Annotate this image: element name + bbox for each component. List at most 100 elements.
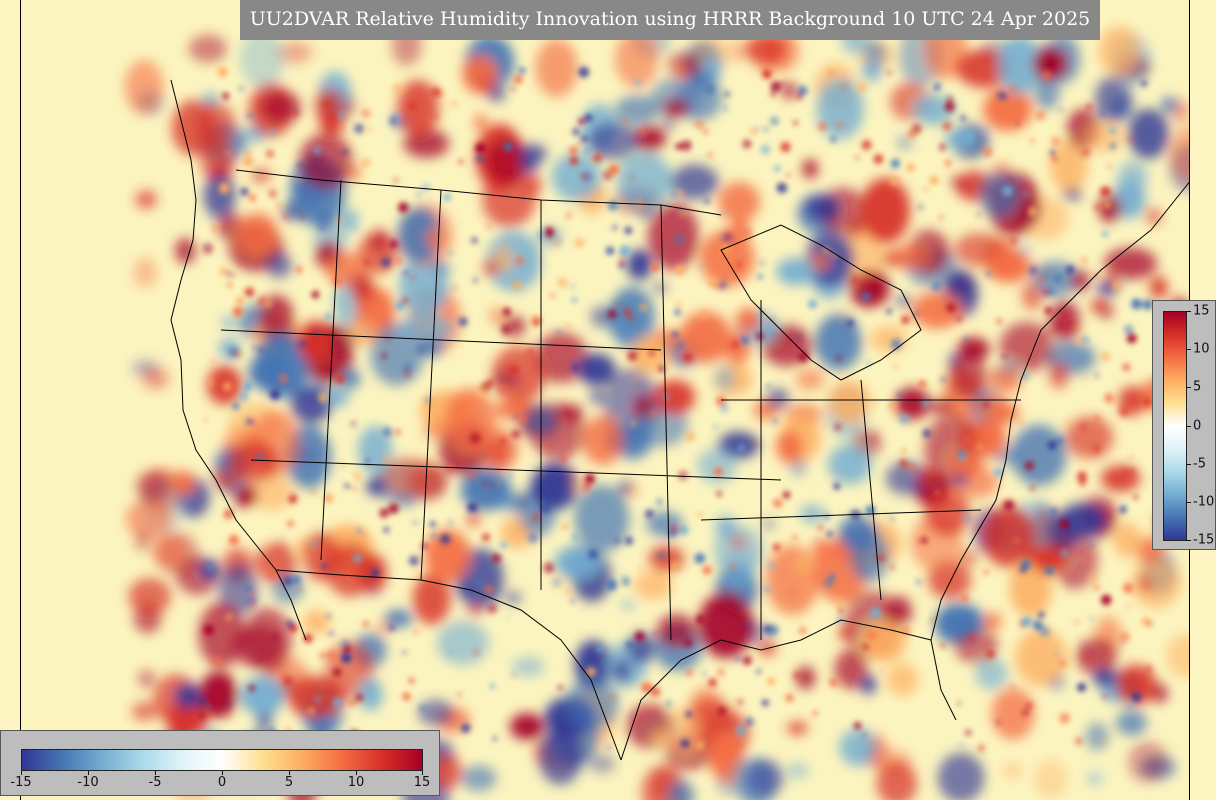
humidity-blob <box>233 484 258 507</box>
humidity-speck <box>486 378 495 387</box>
humidity-speck <box>641 682 652 693</box>
humidity-blob <box>1070 269 1090 292</box>
humidity-speck <box>1126 333 1137 344</box>
humidity-blob <box>266 252 292 279</box>
humidity-speck <box>448 520 453 525</box>
humidity-blob <box>239 29 285 89</box>
humidity-speck <box>1076 471 1088 482</box>
humidity-speck <box>1099 109 1107 117</box>
great-lakes-outline <box>720 224 922 381</box>
humidity-speck <box>282 214 288 220</box>
humidity-speck <box>890 516 895 521</box>
humidity-speck <box>1112 281 1122 292</box>
humidity-speck <box>360 108 371 119</box>
humidity-blob <box>240 676 285 716</box>
humidity-speck <box>964 338 968 343</box>
humidity-blob <box>1032 47 1068 80</box>
humidity-blob <box>1113 522 1142 559</box>
humidity-speck <box>989 630 993 634</box>
humidity-blob <box>860 178 910 244</box>
humidity-speck <box>950 490 960 501</box>
humidity-speck <box>650 262 660 272</box>
humidity-speck <box>246 418 253 425</box>
humidity-speck <box>772 543 781 551</box>
humidity-speck <box>485 485 490 490</box>
humidity-speck <box>1019 420 1024 424</box>
humidity-speck <box>704 84 715 95</box>
humidity-speck <box>1126 701 1135 711</box>
humidity-speck <box>615 302 620 306</box>
humidity-blob <box>384 609 413 628</box>
humidity-speck <box>780 141 791 153</box>
humidity-speck <box>592 152 603 163</box>
humidity-speck <box>269 129 277 137</box>
humidity-blob <box>958 337 990 361</box>
humidity-speck <box>531 512 541 522</box>
humidity-blob <box>203 174 236 219</box>
humidity-speck <box>269 389 281 400</box>
state-line-i <box>700 509 982 521</box>
humidity-speck <box>212 223 221 232</box>
humidity-blob <box>467 513 480 526</box>
humidity-speck <box>738 444 745 452</box>
humidity-speck <box>618 257 626 264</box>
humidity-blob <box>745 35 788 64</box>
humidity-blob <box>702 56 722 77</box>
humidity-blob <box>776 258 816 286</box>
humidity-speck <box>666 527 677 538</box>
humidity-speck <box>217 66 228 78</box>
humidity-speck <box>770 92 775 97</box>
humidity-speck <box>861 139 872 151</box>
humidity-blob <box>397 207 442 262</box>
humidity-speck <box>556 329 562 335</box>
humidity-speck <box>1122 582 1134 594</box>
humidity-speck <box>742 655 752 666</box>
humidity-blob <box>619 481 632 494</box>
humidity-speck <box>757 274 763 280</box>
humidity-speck <box>578 142 581 146</box>
humidity-speck <box>817 121 827 131</box>
humidity-blob <box>512 656 545 677</box>
humidity-speck <box>581 481 592 492</box>
humidity-speck <box>1119 631 1130 643</box>
humidity-speck <box>509 365 519 375</box>
humidity-blob <box>1099 302 1114 320</box>
humidity-blob <box>614 95 660 125</box>
humidity-blob <box>1034 758 1068 800</box>
humidity-speck <box>244 287 255 297</box>
humidity-speck <box>956 448 966 458</box>
humidity-speck <box>282 675 293 687</box>
humidity-speck <box>611 224 618 231</box>
humidity-speck <box>233 306 243 317</box>
humidity-speck <box>674 234 685 245</box>
humidity-blob <box>412 573 451 625</box>
humidity-blob <box>133 257 158 288</box>
humidity-speck <box>1059 108 1063 112</box>
humidity-speck <box>724 91 731 98</box>
humidity-speck <box>266 149 275 158</box>
humidity-blob <box>460 765 497 792</box>
humidity-speck <box>650 686 661 697</box>
humidity-speck <box>889 564 896 570</box>
humidity-speck <box>303 634 313 643</box>
humidity-blob <box>297 320 333 363</box>
humidity-speck <box>511 429 521 439</box>
humidity-speck <box>914 311 919 317</box>
humidity-speck <box>704 198 710 205</box>
humidity-speck <box>618 261 626 269</box>
humidity-speck <box>671 561 681 571</box>
humidity-speck <box>566 324 570 328</box>
humidity-speck <box>678 208 684 214</box>
humidity-blob <box>653 728 669 745</box>
humidity-speck <box>458 317 468 327</box>
humidity-blob <box>276 41 313 64</box>
humidity-speck <box>822 424 827 429</box>
humidity-blob <box>1086 772 1103 785</box>
hcbar-tick: 0 <box>217 775 227 790</box>
humidity-speck <box>942 121 952 131</box>
humidity-speck <box>1104 393 1114 403</box>
humidity-speck <box>398 202 409 213</box>
humidity-speck <box>379 508 390 518</box>
humidity-speck <box>817 525 824 531</box>
humidity-speck <box>977 744 986 752</box>
